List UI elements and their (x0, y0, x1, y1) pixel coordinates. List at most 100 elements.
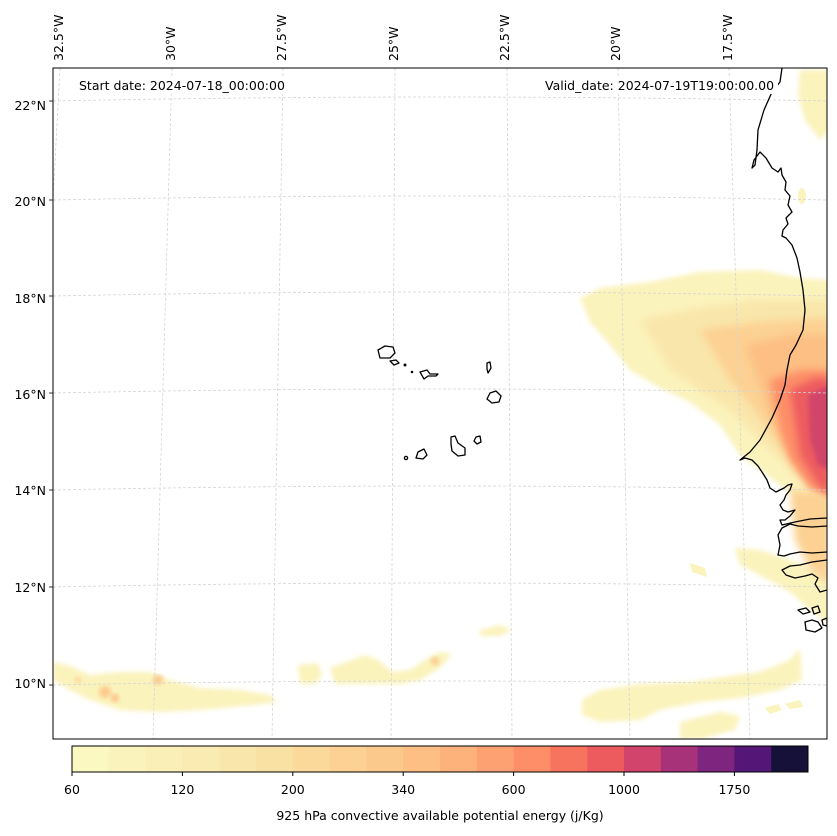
colorbar-segment (440, 746, 478, 772)
island-santo-antao (377, 345, 396, 359)
gridline-lat-10 (53, 680, 827, 686)
cape-north-blob (798, 188, 806, 204)
lat-label-22n: 22°N (14, 98, 46, 113)
coastline-mainland (739, 68, 827, 526)
gridline-lon-17.5 (728, 68, 751, 739)
colorbar-segment (145, 746, 183, 772)
island-ilheu (410, 370, 414, 374)
lat-ticks (49, 100, 53, 686)
island-fogo (415, 448, 428, 460)
lon-label-22.5w: 22.5°W (497, 14, 512, 61)
island-sao-nicolau (419, 369, 439, 380)
colorbar-tick-label: 60 (64, 782, 80, 797)
cape-small-patch (690, 563, 707, 577)
cape-south-patch-4 (765, 700, 803, 714)
lon-label-30w: 30°W (163, 26, 178, 61)
cape-south-band-mid2 (330, 652, 452, 684)
colorbar-segment (660, 746, 699, 772)
colorbar-tick-label: 200 (280, 782, 305, 797)
cape-hotspot-1 (99, 686, 111, 698)
colorbar-segment (513, 746, 551, 772)
colorbar-segment (108, 746, 147, 772)
colorbar-segment (587, 746, 625, 772)
cape-hotspot-2 (111, 694, 119, 702)
lon-label-20w: 20°W (608, 26, 623, 61)
island-maio (473, 435, 482, 445)
lat-label-14n: 14°N (14, 483, 46, 498)
cape-northern-patch (798, 70, 827, 140)
gridline-lon-30 (152, 68, 173, 739)
coastline-gambia-south (777, 523, 827, 557)
gridline-lat-18 (53, 291, 827, 297)
colorbar-segment (476, 746, 515, 772)
gridline-lat-14 (53, 485, 827, 491)
lat-label-20n: 20°N (14, 194, 46, 209)
colorbar-segment (550, 746, 588, 772)
colorbar-segment (366, 746, 404, 772)
island-boa-vista (486, 390, 502, 404)
lat-label-10n: 10°N (14, 676, 46, 691)
gridline-lon-22.5 (506, 68, 513, 739)
island-sao-vicente (389, 359, 400, 366)
colorbar-segment (72, 746, 110, 772)
lon-label-25w: 25°W (386, 26, 401, 61)
lat-label-12n: 12°N (14, 580, 46, 595)
island-santiago (450, 435, 466, 457)
lon-label-27.5w: 27.5°W (274, 14, 289, 61)
coastlines (377, 68, 827, 633)
colorbar-tick-label: 120 (170, 782, 195, 797)
lon-label-32.5w: 32.5°W (51, 14, 66, 61)
colorbar (71, 745, 809, 776)
gridline-lon-25 (390, 68, 396, 739)
cape-plume-l7 (808, 386, 827, 469)
colorbar-segment (624, 746, 662, 772)
cape-hotspot-5 (431, 657, 439, 665)
colorbar-segment (256, 746, 294, 772)
cape-hotspot-4 (75, 677, 81, 683)
cape-guinea-inner (790, 490, 827, 583)
gridline-lon-27.5 (271, 68, 284, 739)
cape-south-band-mid1 (298, 663, 322, 684)
gridline-lat-12 (53, 582, 827, 588)
start-date-label: Start date: 2024-07-18_00:00:00 (75, 77, 289, 94)
gridline-lat-22 (53, 96, 827, 102)
lon-label-17.5w: 17.5°W (720, 14, 735, 61)
colorbar-segment (292, 746, 331, 772)
valid-date-label: Valid_date: 2024-07-19T19:00:00.00 (541, 77, 779, 94)
colorbar-segment (697, 746, 735, 772)
colorbar-segment (771, 746, 809, 772)
cape-south-band-west (53, 662, 278, 712)
colorbar-segment (734, 746, 772, 772)
island-santa-luzia (403, 363, 407, 367)
cape-field (53, 70, 827, 739)
coastline-guinea-bissau (781, 559, 827, 593)
island-brava (403, 455, 409, 461)
colorbar-segment (219, 746, 257, 772)
colorbar-tick-label: 1000 (608, 782, 640, 797)
cape-south-patch-3 (480, 625, 512, 636)
colorbar-tick-label: 600 (501, 782, 526, 797)
colorbar-frame (71, 745, 809, 773)
gridline-lon-32.5 (53, 68, 61, 201)
map-area (53, 68, 827, 739)
gridlines (53, 68, 827, 739)
lat-label-18n: 18°N (14, 291, 46, 306)
lat-label-16n: 16°N (14, 387, 46, 402)
gridline-lat-20 (53, 195, 827, 201)
gridline-lat-16 (53, 388, 827, 394)
cape-south-band-east2 (680, 712, 740, 739)
colorbar-segment (329, 746, 367, 772)
gridline-lon-20 (617, 68, 631, 739)
cape-hotspot-3 (153, 675, 163, 685)
island-sal (486, 361, 492, 374)
colorbar-tick-label: 340 (391, 782, 416, 797)
cape-guinea-band (735, 548, 827, 623)
cape-south-band-east (582, 648, 802, 722)
coastline-islands-south (797, 605, 827, 633)
colorbar-title: 925 hPa convective available potential e… (276, 808, 604, 823)
colorbar-segment (182, 746, 220, 772)
colorbar-tick-label: 1750 (718, 782, 751, 797)
colorbar-segment (403, 746, 441, 772)
map-frame (52, 67, 828, 740)
